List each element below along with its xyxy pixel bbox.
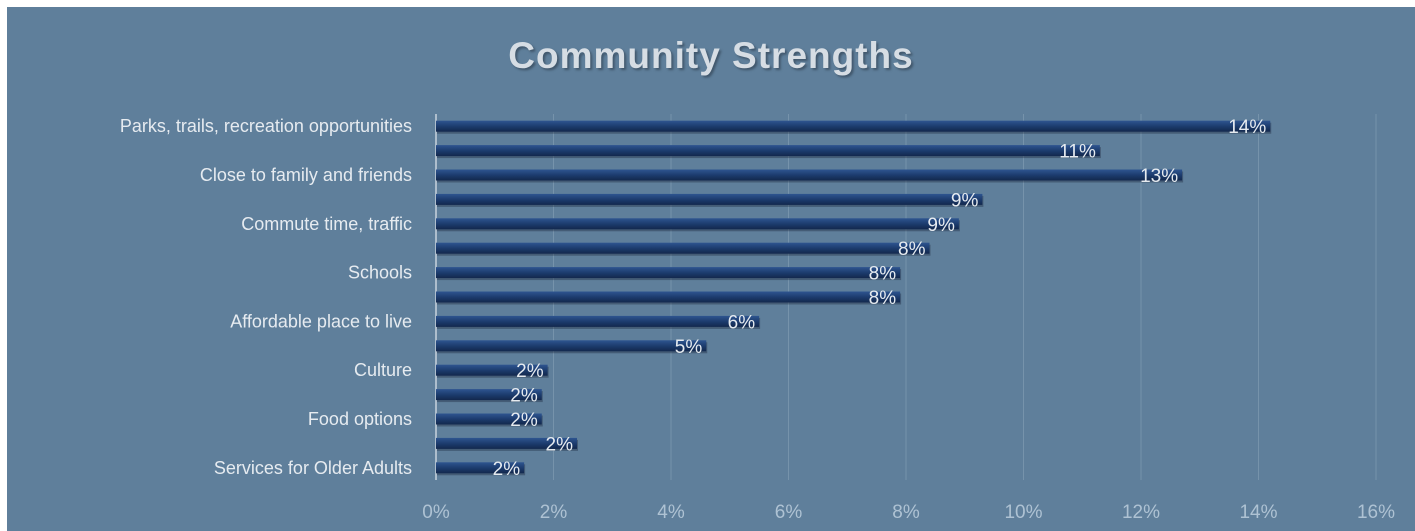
bar	[436, 218, 959, 230]
data-label: 6%	[728, 312, 756, 333]
chart-area: Community Strengths 0% 2% 4% 6% 8% 10% 12% 14% 1…	[7, 7, 1415, 531]
bar	[436, 193, 983, 205]
bar	[436, 437, 577, 449]
chart-title: Community Strengths	[508, 35, 914, 76]
x-tick-label: 8%	[892, 502, 920, 523]
bar	[436, 291, 901, 303]
bar	[436, 120, 1271, 132]
data-label: 8%	[869, 264, 897, 285]
category-label: Close to family and friends	[200, 165, 412, 185]
x-tick-label: 12%	[1122, 502, 1160, 523]
data-label: 5%	[675, 337, 703, 358]
data-label: 14%	[1228, 117, 1266, 138]
category-label: Parks, trails, recreation opportunities	[120, 116, 412, 136]
bar-chart: 0% 2% 4% 6% 8% 10% 12% 14% 16% 14% Parks, trails, …	[120, 114, 1395, 523]
data-label: 2%	[510, 386, 538, 407]
x-tick-label: 0%	[422, 502, 450, 523]
bar	[436, 413, 542, 425]
x-tick-label: 2%	[540, 502, 568, 523]
bar	[436, 315, 760, 327]
bar	[436, 145, 1100, 157]
bar	[436, 242, 930, 254]
data-label: 2%	[493, 459, 521, 480]
x-tick-label: 16%	[1357, 502, 1395, 523]
data-label: 8%	[869, 288, 897, 309]
bar	[436, 340, 707, 352]
x-tick-label: 14%	[1239, 502, 1277, 523]
category-label: Services for Older Adults	[214, 458, 412, 478]
data-label: 13%	[1140, 166, 1178, 187]
bar	[436, 364, 548, 376]
data-label: 2%	[510, 410, 538, 431]
data-label: 9%	[951, 190, 979, 211]
category-label: Food options	[308, 409, 412, 429]
category-label: Affordable place to live	[230, 311, 412, 331]
bar	[436, 389, 542, 401]
category-label: Commute time, traffic	[241, 214, 412, 234]
data-label: 9%	[927, 215, 955, 236]
data-label: 11%	[1059, 142, 1096, 163]
category-label: Culture	[354, 360, 412, 380]
data-label: 2%	[516, 361, 544, 382]
bar	[436, 462, 525, 474]
x-tick-label: 6%	[775, 502, 803, 523]
bar	[436, 267, 901, 279]
data-label: 2%	[546, 434, 574, 455]
x-tick-label: 10%	[1004, 502, 1042, 523]
bar	[436, 169, 1183, 181]
x-tick-label: 4%	[657, 502, 685, 523]
data-label: 8%	[898, 239, 926, 260]
category-label: Schools	[348, 263, 412, 283]
